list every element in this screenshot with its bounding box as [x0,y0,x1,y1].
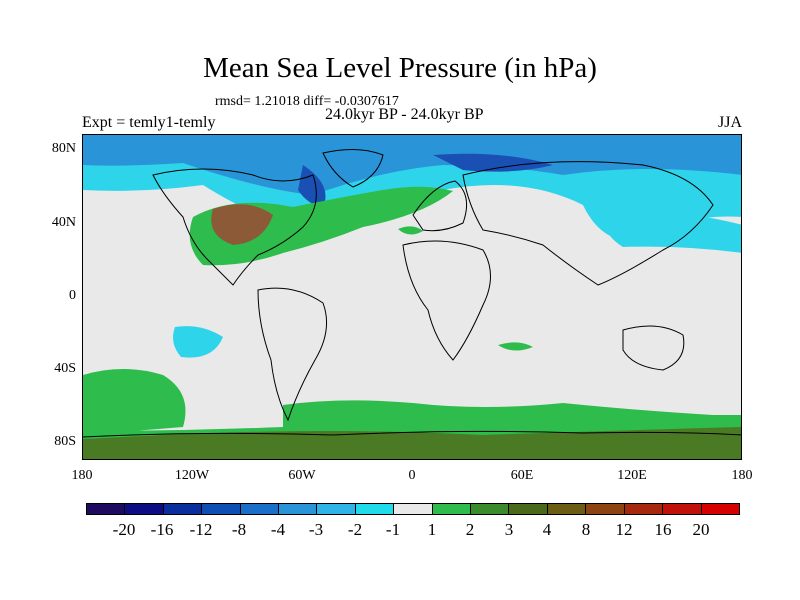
experiment-label: Expt = temly1-temly [82,114,216,131]
colorbar-label: -16 [150,520,174,539]
lon-label: 60E [510,468,534,483]
lat-label: 40N [51,215,76,230]
coastline-north-america [152,168,317,286]
coastline-africa [402,240,491,361]
coastline-antarctica [83,430,741,438]
lon-label: 60W [288,468,316,483]
colorbar-label: 8 [581,520,591,539]
lon-label: 120E [617,468,647,483]
anomaly-field-positive-atlantic [189,186,453,266]
colorbar-swatch [240,504,280,514]
coastline-australia [622,325,685,371]
lon-label: 0 [408,468,416,483]
colorbar-swatch [163,504,203,514]
colorbar-swatch [663,504,702,514]
colorbar-label: 2 [465,520,475,539]
colorbar-label: -4 [270,520,286,539]
colorbar-label: -2 [347,520,363,539]
colorbar-label: 20 [692,520,710,539]
plot-title: Mean Sea Level Pressure (in hPa) [203,52,597,84]
colorbar-swatch [509,504,548,514]
colorbar-swatch [87,504,126,514]
colorbar-swatch [624,504,664,514]
coastline-south-america [257,287,328,422]
colorbar-label: -20 [112,520,136,539]
colorbar-label: 3 [504,520,514,539]
lat-label: 80N [51,141,76,156]
colorbar-swatch [394,504,433,514]
lat-label: 40S [54,361,76,376]
colorbar-label: 12 [615,520,633,539]
colorbar-swatch [471,504,510,514]
map-plot [82,134,742,460]
stats-text: rmsd= 1.21018 diff= -0.0307617 [215,94,399,109]
coastline-europe [412,180,468,232]
anomaly-field-negative-north-pacific [603,211,741,253]
colorbar-label: -8 [231,520,247,539]
colorbar-label: 1 [427,520,437,539]
lon-label: 180 [71,468,93,483]
colorbar-swatch [586,504,625,514]
colorbar-swatch [432,504,472,514]
lat-label: 0 [69,288,76,303]
period-text: 24.0kyr BP - 24.0kyr BP [325,106,484,123]
colorbar-swatch [125,504,164,514]
anomaly-field-negative-core [298,153,553,207]
colorbar-swatch [355,504,395,514]
lat-label: 80S [54,434,76,449]
colorbar-label: 4 [542,520,552,539]
colorbar-swatch [547,504,587,514]
colorbar [86,503,740,515]
anomaly-field-positive-antarctic [83,427,741,459]
lon-label: 120W [174,468,210,483]
colorbar-label: -12 [189,520,213,539]
anomaly-field-negative-arctic-2 [83,135,741,195]
colorbar-swatch [279,504,318,514]
anomaly-field-positive-core [211,204,273,245]
lon-label: 180 [731,468,753,483]
coastline-greenland [322,149,384,188]
colorbar-label: -1 [385,520,401,539]
colorbar-label: 16 [654,520,672,539]
colorbar-swatch [202,504,241,514]
colorbar-swatch [317,504,356,514]
anomaly-field-negative-south-pacific [173,326,223,358]
colorbar-swatch [701,504,739,514]
coastline-asia [462,161,714,286]
season-label: JJA [717,114,742,131]
colorbar-label: -3 [308,520,324,539]
